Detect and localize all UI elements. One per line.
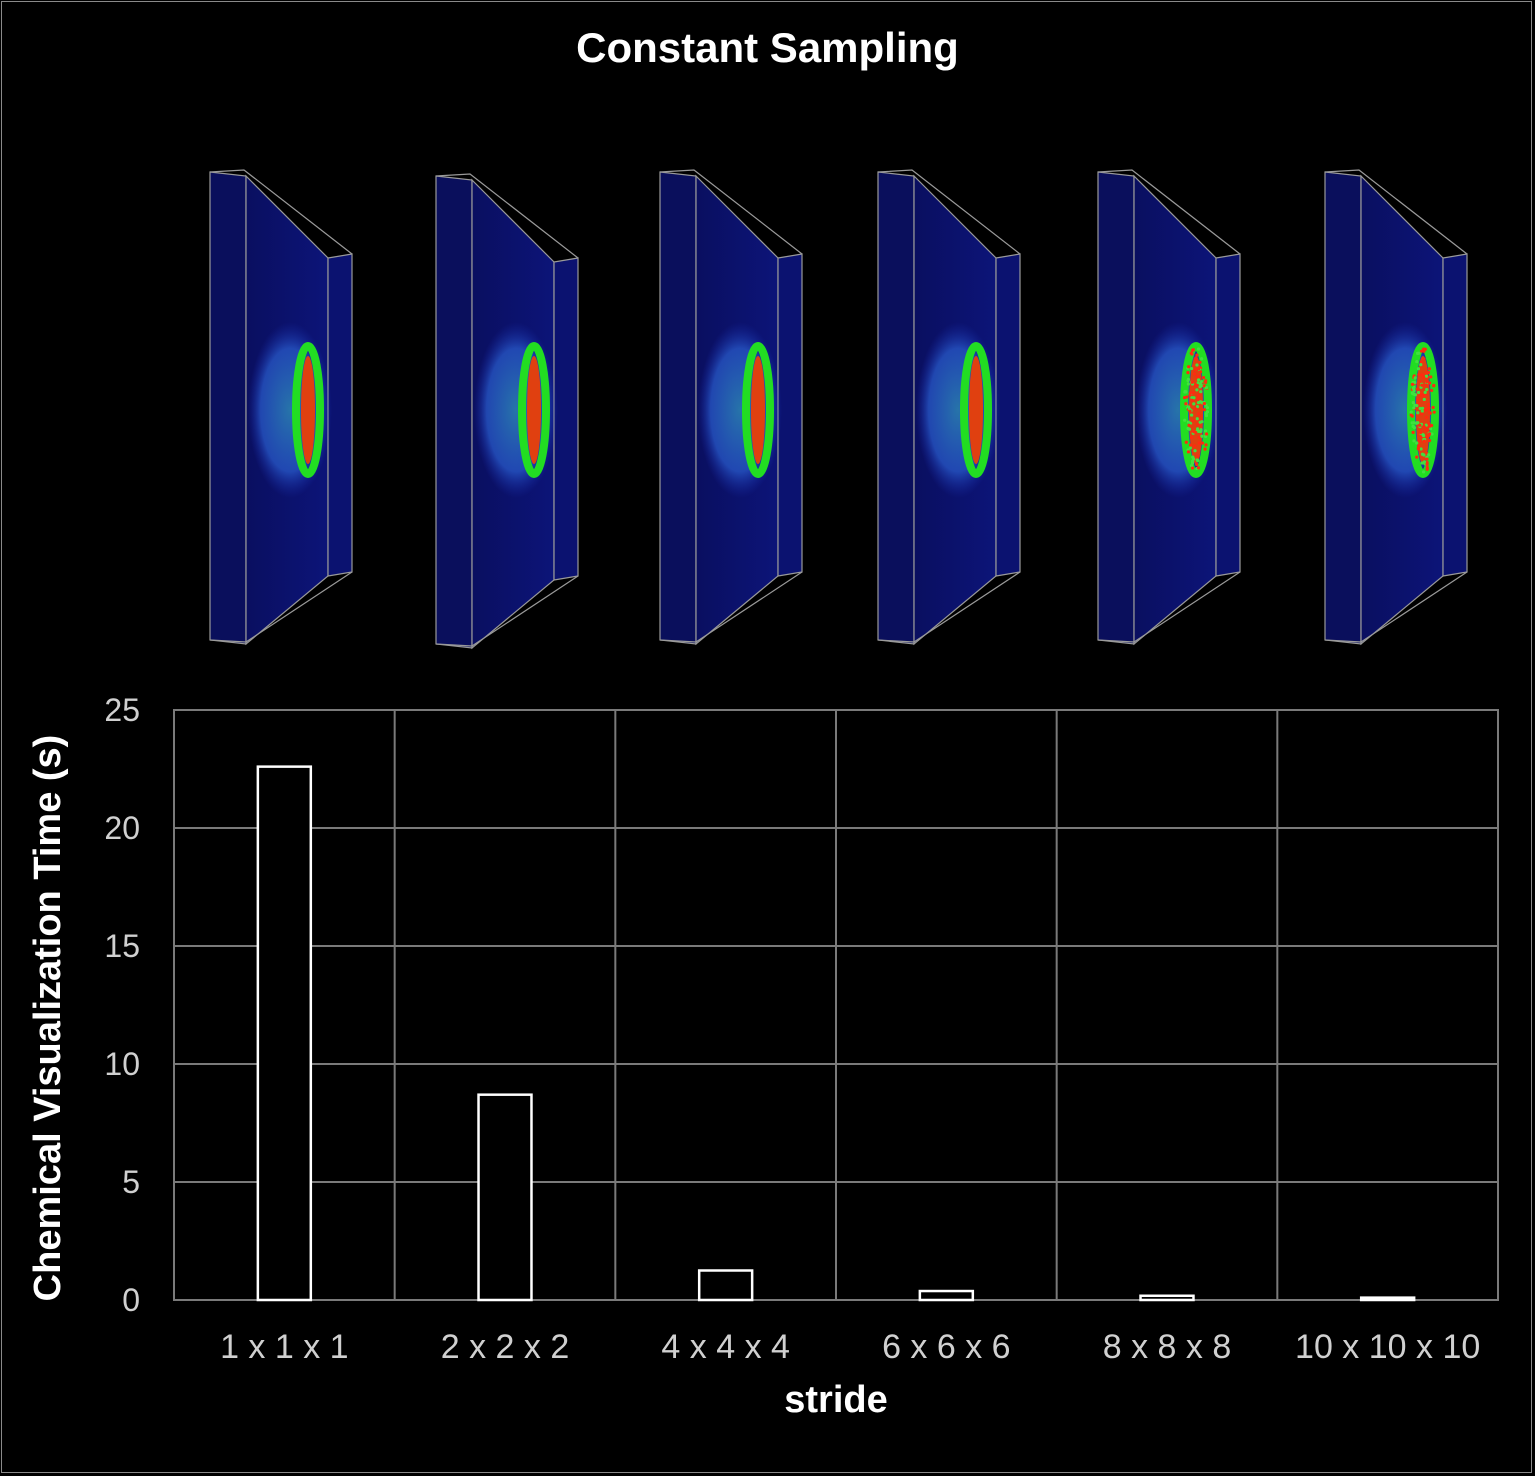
x-tick-label: 1 x 1 x 1 xyxy=(220,1328,349,1366)
y-tick-labels: 0 5 10 15 20 25 xyxy=(104,692,140,1318)
bar xyxy=(918,1289,975,1302)
y-tick-label: 25 xyxy=(104,692,140,728)
x-tick-label: 8 x 8 x 8 xyxy=(1103,1328,1232,1366)
bar xyxy=(697,1269,754,1302)
y-tick-label: 0 xyxy=(122,1282,140,1318)
x-tick-labels: 1 x 1 x 1 2 x 2 x 2 4 x 4 x 4 6 x 6 x 6 8 x … xyxy=(220,1328,1480,1366)
bar xyxy=(1359,1296,1416,1302)
figure-title: Constant Sampling xyxy=(576,24,959,71)
x-axis-label: stride xyxy=(784,1379,887,1421)
bar xyxy=(256,765,313,1302)
x-tick-label: 4 x 4 x 4 xyxy=(661,1328,790,1366)
volume-render xyxy=(877,169,1021,646)
y-tick-label: 5 xyxy=(122,1164,140,1200)
volume-render xyxy=(435,173,579,650)
grid xyxy=(173,709,1499,1301)
y-tick-label: 20 xyxy=(104,810,140,846)
volume-render xyxy=(1097,169,1241,646)
x-tick-label: 2 x 2 x 2 xyxy=(441,1328,570,1366)
y-tick-label: 10 xyxy=(104,1046,140,1082)
bar xyxy=(1139,1294,1195,1302)
volume-render xyxy=(209,169,353,646)
volume-renders xyxy=(209,169,1468,650)
y-axis-label: Chemical Visualization Time (s) xyxy=(27,735,69,1302)
volume-render xyxy=(659,169,803,646)
volume-render xyxy=(1324,169,1468,646)
bar xyxy=(477,1093,533,1302)
x-tick-label: 6 x 6 x 6 xyxy=(882,1328,1011,1366)
y-tick-label: 15 xyxy=(104,928,140,964)
x-tick-label: 10 x 10 x 10 xyxy=(1295,1328,1480,1366)
bars xyxy=(256,765,1416,1302)
